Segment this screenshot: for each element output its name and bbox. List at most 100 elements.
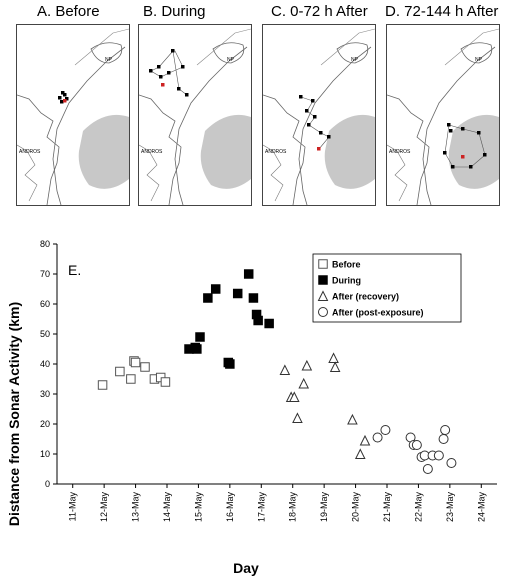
legend-marker-2 bbox=[318, 275, 328, 285]
y-tick-label: 40 bbox=[40, 359, 50, 369]
data-point-series-1 bbox=[140, 362, 150, 372]
track-point bbox=[157, 65, 161, 69]
track-line bbox=[150, 50, 188, 96]
x-tick-label: 15-May bbox=[193, 492, 203, 523]
data-point-series-3 bbox=[329, 361, 341, 372]
sonar-area bbox=[324, 114, 375, 189]
y-tick-label: 10 bbox=[40, 449, 50, 459]
track-point bbox=[483, 153, 487, 157]
data-point-series-4 bbox=[440, 425, 451, 435]
x-tick-label: 19-May bbox=[319, 492, 329, 523]
map-panel-c: NP ANDROS bbox=[262, 24, 376, 206]
bank-edge-line bbox=[422, 46, 496, 205]
x-tick-label: 23-May bbox=[445, 492, 455, 523]
island-outline bbox=[336, 42, 369, 64]
andros-shore bbox=[387, 144, 408, 202]
legend-label-3: After (recovery) bbox=[332, 292, 399, 302]
data-point-series-4 bbox=[411, 440, 422, 450]
y-tick-label: 30 bbox=[40, 389, 50, 399]
track-point bbox=[327, 135, 331, 139]
panel-c-title: C. 0-72 h After bbox=[271, 3, 368, 20]
track-point bbox=[65, 97, 69, 101]
track-point bbox=[313, 115, 317, 119]
data-point-series-1 bbox=[130, 357, 141, 368]
data-point-series-3 bbox=[279, 364, 291, 375]
panel-b-title: B. During bbox=[143, 3, 206, 20]
track-point bbox=[171, 49, 175, 53]
x-tick-label: 14-May bbox=[162, 492, 172, 523]
shelf-outline bbox=[74, 28, 129, 66]
map-panel-a: NP ANDROS bbox=[16, 24, 130, 206]
track-point bbox=[447, 123, 451, 127]
data-point-series-3 bbox=[347, 413, 358, 425]
legend-label-4: After (post-exposure) bbox=[332, 308, 424, 318]
bank-edge-line bbox=[52, 46, 126, 205]
data-point-series-2 bbox=[192, 344, 202, 354]
data-point-series-3 bbox=[359, 434, 371, 446]
track-point bbox=[443, 151, 447, 155]
panel-d-title: D. 72-144 h After bbox=[385, 3, 499, 20]
track-point bbox=[477, 131, 481, 135]
data-point-series-3 bbox=[288, 391, 300, 402]
data-point-series-1 bbox=[160, 377, 171, 387]
data-point-series-2 bbox=[253, 315, 263, 326]
data-point-series-4 bbox=[446, 458, 457, 468]
data-point-series-2 bbox=[232, 288, 243, 299]
andros-label: ANDROS bbox=[19, 149, 41, 155]
data-point-series-4 bbox=[372, 432, 383, 443]
track-point bbox=[63, 93, 67, 97]
island-outline bbox=[460, 42, 493, 64]
track-point bbox=[177, 87, 181, 91]
y-tick-label: 80 bbox=[40, 239, 50, 249]
island-outline bbox=[90, 42, 123, 64]
x-tick-label: 24-May bbox=[476, 492, 486, 523]
track-line bbox=[444, 124, 486, 168]
x-tick-label: 11-May bbox=[68, 492, 78, 522]
data-point-series-2 bbox=[203, 293, 213, 303]
track-point bbox=[305, 109, 309, 113]
x-tick-label: 22-May bbox=[413, 492, 423, 523]
panel-a-title: A. Before bbox=[37, 3, 100, 20]
shelf-outline bbox=[320, 28, 375, 66]
track-point bbox=[159, 75, 163, 79]
y-tick-label: 60 bbox=[40, 299, 50, 309]
np-label: NP bbox=[227, 57, 234, 63]
track-point bbox=[299, 95, 303, 99]
sonar-area bbox=[200, 114, 251, 189]
np-label: NP bbox=[475, 57, 482, 63]
x-tick-label: 17-May bbox=[256, 492, 266, 523]
track-point bbox=[451, 165, 455, 169]
y-axis-title: Distance from Sonar Activity (km) bbox=[6, 302, 22, 526]
data-point-series-1 bbox=[97, 380, 108, 390]
data-point-series-4 bbox=[422, 464, 433, 474]
track-point bbox=[449, 129, 453, 133]
legend-marker-4 bbox=[318, 307, 328, 317]
andros-shore bbox=[139, 144, 160, 202]
shelf-outline bbox=[196, 28, 251, 66]
sonar-area bbox=[78, 114, 129, 189]
andros-label: ANDROS bbox=[389, 149, 411, 155]
legend-label-1: Before bbox=[332, 260, 361, 270]
track-point bbox=[167, 71, 171, 75]
x-tick-label: 18-May bbox=[288, 492, 298, 523]
data-point-series-2 bbox=[195, 332, 205, 342]
data-point-series-2 bbox=[264, 318, 274, 329]
coast-line bbox=[139, 94, 182, 205]
track-point bbox=[181, 65, 185, 69]
x-tick-label: 12-May bbox=[99, 492, 109, 523]
data-point-series-4 bbox=[380, 425, 391, 435]
data-point-series-3 bbox=[301, 359, 313, 371]
data-point-series-3 bbox=[298, 377, 310, 389]
map-d-drawing bbox=[387, 28, 499, 205]
y-tick-label: 70 bbox=[40, 269, 50, 279]
map-c-drawing bbox=[263, 28, 375, 205]
red-marker bbox=[461, 155, 465, 159]
coast-line bbox=[263, 94, 306, 205]
legend-marker-3 bbox=[317, 290, 329, 301]
track-point bbox=[149, 69, 153, 73]
map-a-drawing bbox=[17, 28, 129, 205]
panel-e-label: E. bbox=[68, 262, 81, 278]
track-point bbox=[307, 123, 311, 127]
shelf-outline bbox=[444, 28, 499, 66]
track-point bbox=[469, 165, 473, 169]
